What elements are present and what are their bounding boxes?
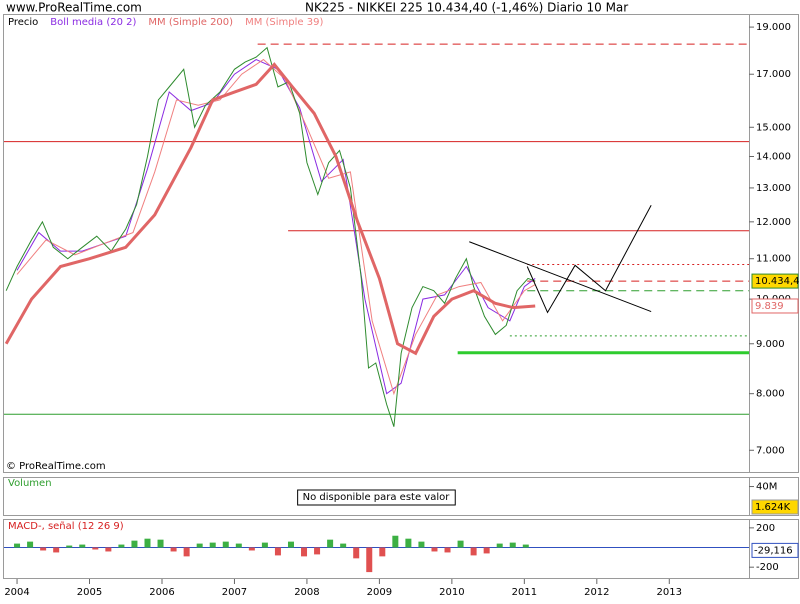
y-tick-label: 12.000 <box>756 217 791 228</box>
macd-bar <box>40 547 47 551</box>
price-axis-panel <box>749 14 799 473</box>
macd-bar <box>170 547 177 552</box>
macd-bar <box>105 547 112 552</box>
x-tick-label: 2012 <box>584 587 609 598</box>
last-value-label: 9.839 <box>755 301 784 312</box>
x-tick-label: 2009 <box>367 587 392 598</box>
macd-bar <box>483 547 490 554</box>
macd-bar <box>287 541 294 548</box>
macd-bar <box>27 541 34 548</box>
last-value-label: 1.624K <box>755 502 791 513</box>
macd-bar <box>418 541 425 548</box>
site-name: www.ProRealTime.com <box>6 1 142 15</box>
last-value-box <box>751 499 799 515</box>
panel-title: MACD-, señal (12 26 9) <box>8 521 124 532</box>
macd-bar <box>444 547 451 553</box>
panel-note: No disponible para este valor <box>303 492 451 503</box>
legend-entry: MM (Simple 200) <box>148 17 233 28</box>
legend-entry: Precio <box>8 17 38 28</box>
macd-bar <box>327 539 334 548</box>
y-tick-label: 8.000 <box>756 389 785 400</box>
macd-bar <box>457 540 464 548</box>
macd-bar <box>14 543 21 548</box>
note-box <box>297 489 456 506</box>
macd-bar <box>209 542 216 548</box>
macd-bar <box>261 542 268 548</box>
macd-bar <box>470 547 477 556</box>
y-tick-label: 9.000 <box>756 339 785 350</box>
macd-bar <box>222 541 229 548</box>
y-tick-label: 14.000 <box>756 152 791 163</box>
x-tick-label: 2010 <box>439 587 464 598</box>
x-tick-label: 2005 <box>77 587 102 598</box>
last-value-box <box>751 273 799 289</box>
macd-bar <box>274 547 281 556</box>
macd-bar <box>131 540 138 548</box>
y-tick-label: 11.000 <box>756 254 791 265</box>
macd-bar <box>522 544 529 548</box>
macd-bar <box>248 547 255 551</box>
macd-bar <box>183 547 190 557</box>
macd-bar <box>314 547 321 555</box>
macd-bar <box>92 547 99 550</box>
macd-bar <box>157 539 164 548</box>
macd-bar <box>79 544 86 548</box>
macd-bar <box>353 547 360 559</box>
macd-bar <box>405 538 412 548</box>
y-tick-label: -200 <box>756 562 779 573</box>
x-tick-label: 2007 <box>222 587 247 598</box>
macd-bar <box>144 538 151 548</box>
macd-panel <box>3 519 750 579</box>
y-tick-label: 7.000 <box>756 445 785 456</box>
y-tick-label: 19.000 <box>756 22 791 33</box>
macd-bar <box>366 547 373 573</box>
last-value-label: 10.434,4 <box>755 276 800 287</box>
macd-bar <box>496 543 503 548</box>
macd-bar <box>53 547 60 553</box>
series-line <box>4 62 536 356</box>
x-tick-label: 2011 <box>512 587 537 598</box>
x-tick-label: 2006 <box>149 587 174 598</box>
quote-header: NK225 - NIKKEI 225 10.434,40 (-1,46%) Di… <box>305 1 628 15</box>
macd-bar <box>196 543 203 548</box>
macd-bar <box>118 544 125 548</box>
legend-entry: Boll media (20 2) <box>50 17 136 28</box>
macd-bar <box>66 545 73 548</box>
y-tick-label: 15.000 <box>756 122 791 133</box>
price-panel <box>3 14 750 473</box>
x-tick-label: 2004 <box>4 587 29 598</box>
x-tick-label: 2013 <box>657 587 682 598</box>
last-value-box <box>751 298 799 314</box>
macd-bar <box>340 543 347 548</box>
copyright: © ProRealTime.com <box>6 461 106 472</box>
last-value-box <box>751 542 799 558</box>
y-tick-label: 13.000 <box>756 183 791 194</box>
macd-bar <box>431 547 438 552</box>
legend-entry: MM (Simple 39) <box>245 17 323 28</box>
panel-title: Volumen <box>8 478 52 489</box>
macd-bar <box>379 547 386 557</box>
macd-bar <box>235 543 242 548</box>
x-tick-label: 2008 <box>294 587 319 598</box>
y-tick-label: 200 <box>756 523 775 534</box>
macd-bar <box>392 535 399 548</box>
macd-bar <box>301 547 308 557</box>
macd-bar <box>509 542 516 548</box>
y-tick-label: 17.000 <box>756 69 791 80</box>
trend-line <box>526 204 652 314</box>
last-value-label: -29,116 <box>754 545 793 556</box>
y-tick-label: 40M <box>756 482 777 493</box>
trend-line <box>469 241 652 313</box>
